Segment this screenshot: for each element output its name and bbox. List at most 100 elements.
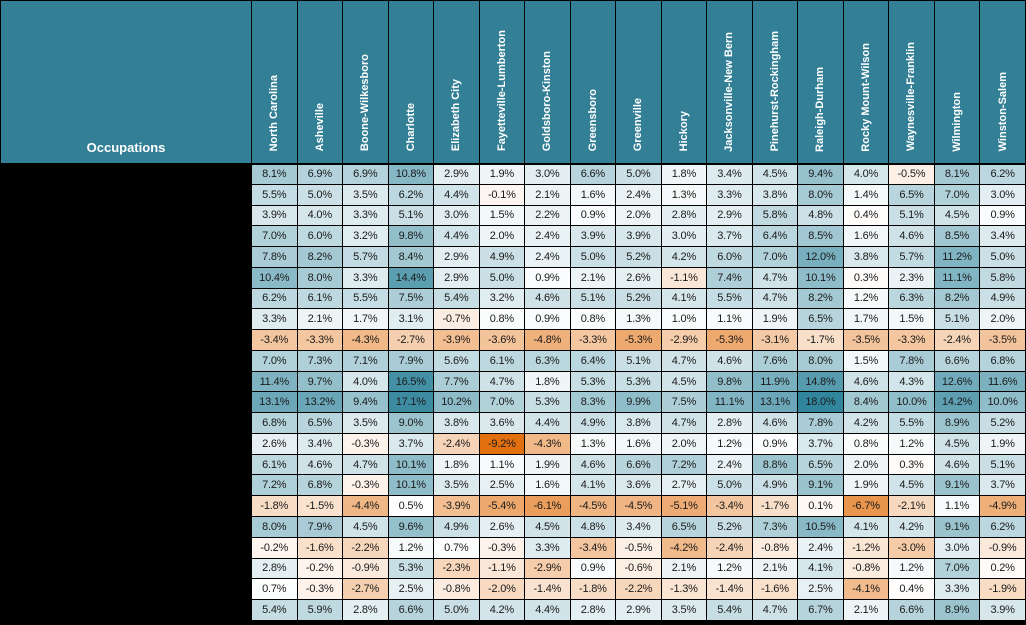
occupation-label [0, 246, 252, 268]
heatmap-cell: 2.1% [660, 557, 708, 580]
heatmap-cell: 0.9% [979, 204, 1026, 227]
column-header-label: Jacksonville-New Bern [723, 31, 736, 152]
heatmap-cell: -2.4% [433, 432, 480, 455]
heatmap-cell: -5.1% [660, 495, 708, 518]
table-row: 0.7% -0.3% -2.7% 2.5% -0.8% -2.0% -1.4% -1.8% -2… [0, 578, 1026, 601]
heatmap-cell: 2.5% [478, 474, 526, 497]
heatmap-cell: 4.0% [296, 204, 344, 227]
heatmap-cell: 2.4% [706, 453, 753, 476]
occupation-label [0, 266, 252, 289]
heatmap-cell: 8.2% [933, 287, 981, 310]
column-header: Waynesville-Franklin [888, 0, 935, 165]
occupation-label [0, 495, 252, 518]
occupation-label [0, 474, 252, 497]
heatmap-cell: 3.6% [478, 412, 526, 434]
heatmap-cell: 2.0% [979, 308, 1026, 331]
heatmap-cell: 1.7% [842, 308, 890, 331]
heatmap-cell: 6.5% [888, 183, 935, 206]
heatmap-cell: 8.1% [251, 163, 298, 185]
heatmap-cell: 4.7% [660, 349, 708, 372]
heatmap-cell: 4.5% [342, 516, 389, 538]
heatmap-cell: 7.5% [660, 391, 708, 414]
table-row: 5.4% 5.9% 2.8% 6.6% 5.0% 4.2% 4.4% 2.8% 2.9% 3.5%… [0, 599, 1026, 621]
heatmap-cell: 9.1% [933, 516, 981, 538]
heatmap-cell: 3.2% [342, 225, 389, 248]
heatmap-cell: 4.2% [660, 246, 708, 268]
heatmap-cell: 0.1% [797, 495, 844, 518]
heatmap-cell: 4.4% [524, 599, 571, 621]
heatmap-cell: -2.7% [387, 329, 435, 351]
heatmap-body: 8.1% 6.9% 6.9% 10.8% 2.9% 1.9% 3.0% 6.6% 5.0% 1.8… [0, 163, 1026, 621]
heatmap-cell: 7.0% [251, 349, 298, 372]
heatmap-cell: 3.3% [524, 536, 571, 559]
occupation-label [0, 391, 252, 414]
heatmap-cell: 3.0% [433, 204, 480, 227]
heatmap-cell: 1.6% [842, 225, 890, 248]
heatmap-cell: 5.7% [888, 246, 935, 268]
heatmap-cell: 4.5% [524, 516, 571, 538]
heatmap-cell: 3.6% [615, 474, 662, 497]
heatmap-cell: 10.5% [797, 516, 844, 538]
heatmap-cell: 1.1% [706, 308, 753, 331]
heatmap-cell: 6.1% [251, 453, 298, 476]
heatmap-cell: 6.9% [342, 163, 389, 185]
heatmap-cell: 4.9% [478, 246, 526, 268]
heatmap-cell: 6.4% [751, 225, 799, 248]
heatmap-cell: 7.0% [751, 246, 799, 268]
heatmap-cell: 7.4% [706, 266, 753, 289]
heatmap-cell: 3.8% [751, 183, 799, 206]
heatmap-cell: 3.0% [524, 163, 571, 185]
heatmap-cell: 10.1% [797, 266, 844, 289]
heatmap-cell: 2.2% [524, 204, 571, 227]
heatmap-cell: 10.1% [387, 474, 435, 497]
heatmap-cell: 3.7% [706, 225, 753, 248]
heatmap-cell: 9.0% [387, 412, 435, 434]
heatmap-cell: 5.5% [342, 287, 389, 310]
heatmap-cell: 9.8% [706, 370, 753, 393]
heatmap-cell: 0.8% [569, 308, 617, 331]
heatmap-cell: 4.4% [433, 225, 480, 248]
heatmap-cell: 2.1% [751, 557, 799, 580]
heatmap-cell: 9.1% [933, 474, 981, 497]
table-row: -1.8% -1.5% -4.4% 0.5% -3.9% -5.4% -6.1% -4.5% -… [0, 495, 1026, 518]
heatmap-cell: 1.9% [751, 308, 799, 331]
heatmap-cell: 1.2% [888, 432, 935, 455]
heatmap-cell: 6.3% [524, 349, 571, 372]
heatmap-cell: 8.9% [933, 599, 981, 621]
column-header: North Carolina [251, 0, 298, 165]
heatmap-cell: 9.1% [797, 474, 844, 497]
heatmap-cell: 5.3% [524, 391, 571, 414]
heatmap-cell: 5.1% [979, 453, 1026, 476]
heatmap-cell: 3.9% [569, 225, 617, 248]
heatmap-cell: 6.9% [296, 163, 344, 185]
heatmap-cell: 7.1% [342, 349, 389, 372]
heatmap-cell: -4.2% [660, 536, 708, 559]
heatmap-cell: 6.0% [296, 225, 344, 248]
heatmap-cell: 5.4% [706, 599, 753, 621]
heatmap-cell: 4.6% [706, 349, 753, 372]
heatmap-cell: 5.3% [615, 370, 662, 393]
heatmap-cell: -2.2% [342, 536, 389, 559]
heatmap-cell: 4.3% [888, 370, 935, 393]
heatmap-cell: 0.9% [524, 266, 571, 289]
heatmap-cell: 5.0% [979, 246, 1026, 268]
heatmap-cell: -5.4% [478, 495, 526, 518]
heatmap-cell: -4.1% [842, 578, 890, 601]
table-row: 5.5% 5.0% 3.5% 6.2% 4.4% -0.1% 2.1% 1.6% 2.4% 1.3… [0, 183, 1026, 206]
heatmap-cell: 7.3% [751, 516, 799, 538]
heatmap-cell: 5.2% [615, 246, 662, 268]
heatmap-cell: 8.0% [296, 266, 344, 289]
heatmap-cell: 0.3% [842, 266, 890, 289]
heatmap-cell: 5.9% [296, 599, 344, 621]
occupation-label [0, 557, 252, 580]
heatmap-cell: 5.3% [569, 370, 617, 393]
heatmap-cell: -5.3% [706, 329, 753, 351]
heatmap-cell: -4.3% [524, 432, 571, 455]
heatmap-cell: 1.9% [478, 163, 526, 185]
heatmap-cell: 5.5% [251, 183, 298, 206]
heatmap-cell: -3.9% [433, 495, 480, 518]
heatmap-cell: 2.0% [842, 453, 890, 476]
heatmap-cell: 10.8% [387, 163, 435, 185]
heatmap-cell: 5.0% [569, 246, 617, 268]
